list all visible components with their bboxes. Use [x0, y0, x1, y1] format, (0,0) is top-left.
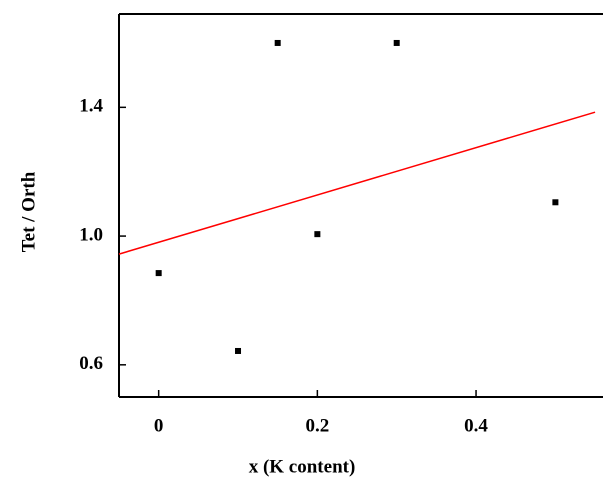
x-tick-label: 0 [154, 415, 164, 436]
y-tick-label: 1.4 [79, 96, 103, 117]
fit-line [118, 111, 596, 255]
y-axis-label: Tet / Orth [18, 171, 39, 252]
x-axis-label: x (K content) [249, 456, 356, 477]
point [155, 270, 162, 277]
point [314, 231, 321, 238]
x-tick-label: 0.2 [305, 415, 329, 436]
y-tick-label: 0.6 [79, 353, 103, 374]
point [235, 347, 242, 354]
point [274, 39, 281, 46]
x-tick-label: 0.4 [464, 415, 488, 436]
y-tick-label: 1.0 [79, 224, 103, 245]
point [552, 199, 559, 206]
point [393, 39, 400, 46]
